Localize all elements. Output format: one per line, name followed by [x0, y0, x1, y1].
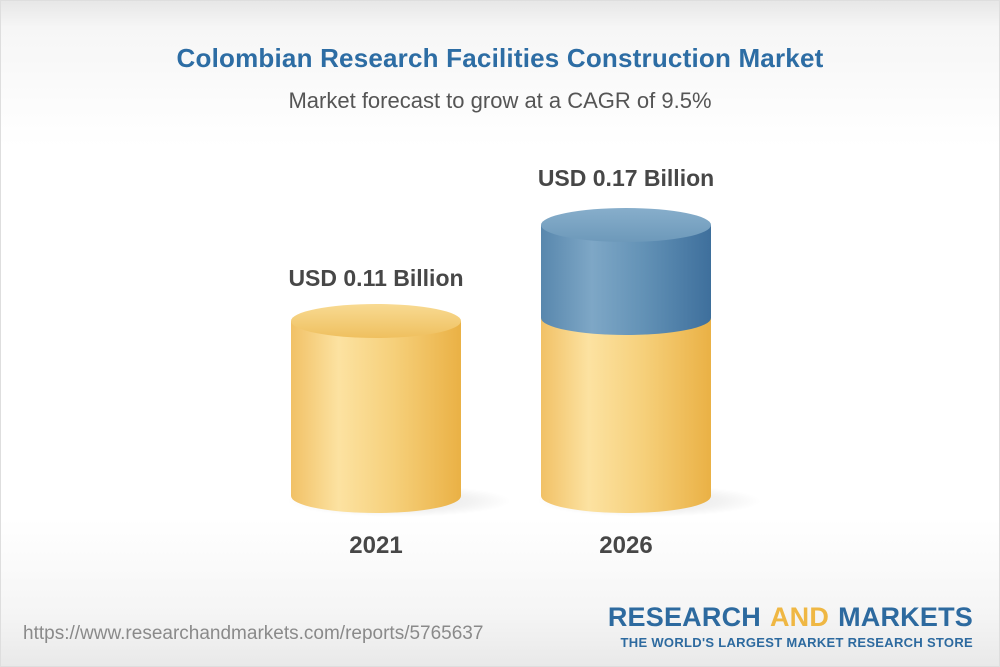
value-label-2026: USD 0.17 Billion — [537, 165, 715, 191]
chart-title: Colombian Research Facilities Constructi… — [176, 43, 824, 73]
logo-word-and: AND — [769, 602, 830, 632]
report-url-link[interactable]: https://www.researchandmarkets.com/repor… — [23, 623, 484, 644]
value-label-2021: USD 0.11 Billion — [288, 265, 464, 291]
bar-2026-cylinder — [541, 208, 711, 513]
bar-2021-cylinder — [291, 304, 461, 513]
logo-wordmark: RESEARCH AND MARKETS — [607, 602, 973, 633]
logo-word-research: RESEARCH — [607, 602, 761, 632]
category-label-2021: 2021 — [349, 532, 403, 559]
research-and-markets-logo: RESEARCH AND MARKETS THE WORLD'S LARGEST M… — [607, 602, 973, 650]
chart-subtitle: Market forecast to grow at a CAGR of 9.5… — [288, 88, 712, 113]
logo-tagline: THE WORLD'S LARGEST MARKET RESEARCH STOR… — [620, 634, 973, 650]
category-label-2026: 2026 — [599, 532, 653, 559]
logo-word-markets: MARKETS — [838, 602, 973, 632]
